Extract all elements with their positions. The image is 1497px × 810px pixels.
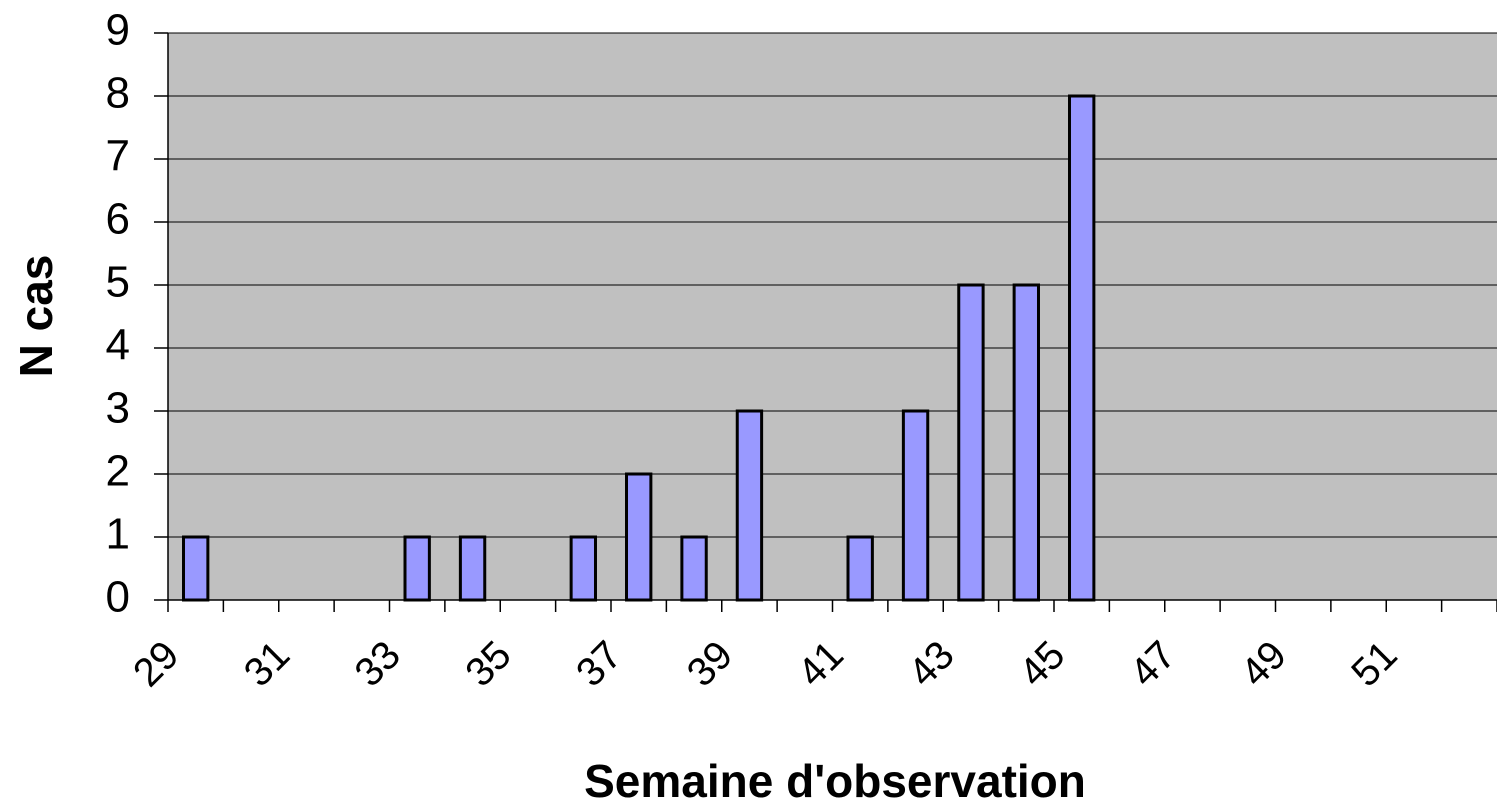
x-tick-label: 37 — [568, 633, 631, 696]
bar — [625, 472, 653, 602]
y-tick-label: 5 — [106, 258, 130, 307]
bar — [182, 535, 210, 602]
y-tick-label: 6 — [106, 195, 130, 244]
bar — [957, 283, 985, 602]
y-tick-label: 0 — [106, 573, 130, 622]
x-tick-label: 47 — [1122, 633, 1185, 696]
bar — [1068, 94, 1096, 602]
x-tick-label: 49 — [1232, 633, 1295, 696]
y-tick-label: 4 — [106, 321, 130, 370]
y-tick-label: 9 — [106, 6, 130, 55]
x-tick-label: 29 — [125, 633, 188, 696]
x-tick-label: 51 — [1343, 633, 1406, 696]
x-tick-label: 31 — [236, 633, 299, 696]
x-tick-label: 41 — [789, 633, 852, 696]
y-tick-label: 8 — [106, 69, 130, 118]
x-tick-label: 45 — [1011, 633, 1074, 696]
y-axis-title: N cas — [10, 255, 62, 378]
plot-area — [168, 33, 1497, 600]
bar — [901, 409, 930, 602]
bar — [735, 409, 764, 602]
y-tick-label: 7 — [106, 132, 130, 181]
x-tick-label: 43 — [900, 633, 963, 696]
x-tick-label: 35 — [457, 633, 520, 696]
y-tick-label: 2 — [106, 447, 130, 496]
bar — [569, 535, 597, 602]
y-tick-label: 1 — [106, 510, 130, 559]
bar — [846, 535, 874, 602]
bar — [458, 535, 487, 602]
y-tick-label: 3 — [106, 384, 130, 433]
x-tick-label: 33 — [346, 633, 409, 696]
bar — [680, 535, 708, 602]
x-tick-label: 39 — [679, 633, 742, 696]
bar — [1012, 283, 1040, 602]
x-axis-title: Semaine d'observation — [584, 755, 1086, 807]
bar — [403, 535, 431, 602]
